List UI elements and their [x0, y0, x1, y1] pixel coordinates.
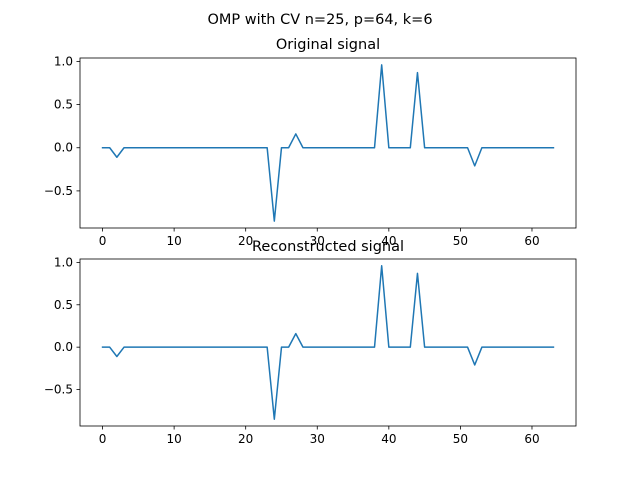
reconstructed-signal-xtick-label: 30	[310, 432, 325, 446]
reconstructed-signal-xtick-label: 60	[524, 432, 539, 446]
original-signal-xtick-label: 60	[524, 234, 539, 248]
reconstructed-signal-panel: 0 10 20 30 40 50 60 −0.5 0.0 0.5 1.0	[44, 255, 577, 446]
figure-suptitle: OMP with CV n=25, p=64, k=6	[207, 12, 432, 28]
reconstructed-signal-ytick-label: 0.0	[54, 340, 73, 354]
original-signal-ytick-label: 0.5	[54, 98, 73, 112]
reconstructed-signal-ytick-label: 1.0	[54, 255, 73, 269]
reconstructed-signal-xtick-label: 20	[238, 432, 253, 446]
reconstructed-signal-line	[101, 265, 555, 420]
original-signal-xtick-label: 0	[99, 234, 107, 248]
reconstructed-signal-ytick-label: 0.5	[54, 298, 73, 312]
original-signal-axes-frame	[79, 57, 577, 229]
original-signal-ytick-label: 0.0	[54, 141, 73, 155]
reconstructed-signal-ytick-label: −0.5	[44, 383, 73, 397]
original-signal-xtick-label: 10	[166, 234, 181, 248]
original-signal-ytick-label: −0.5	[44, 184, 73, 198]
reconstructed-signal-xtick-label: 10	[166, 432, 181, 446]
original-signal-title: Original signal	[276, 37, 380, 53]
reconstructed-signal-xtick-label: 40	[381, 432, 396, 446]
reconstructed-signal-xtick-label: 50	[453, 432, 468, 446]
original-signal-xtick-label: 50	[453, 234, 468, 248]
original-signal-ytick-label: 1.0	[54, 54, 73, 68]
original-signal-line	[101, 64, 555, 222]
reconstructed-signal-axes-frame	[79, 258, 577, 427]
reconstructed-signal-xtick-label: 0	[99, 432, 107, 446]
original-signal-xtick-label: 30	[310, 234, 325, 248]
reconstructed-signal-title: Reconstructed signal	[252, 239, 404, 255]
original-signal-xtick-label: 20	[238, 234, 253, 248]
original-signal-xtick-label: 40	[381, 234, 396, 248]
original-signal-panel: Original signal 0 10 20 30 40 50 60 −0.5 0.0 0.5 1…	[44, 37, 577, 248]
